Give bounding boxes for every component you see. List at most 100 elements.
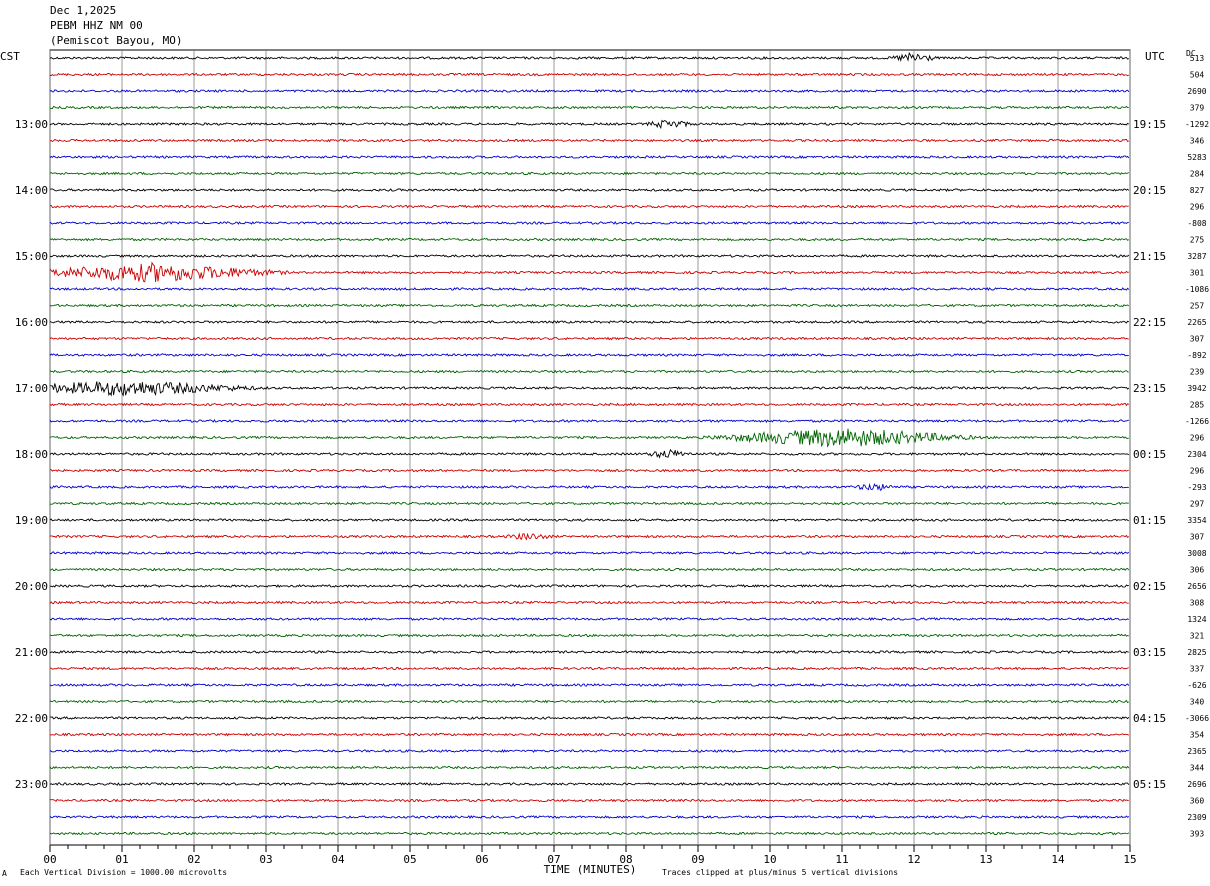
seismic-trace xyxy=(49,171,1130,176)
clip-note: Traces clipped at plus/minus 5 vertical … xyxy=(662,868,899,877)
seismic-trace xyxy=(49,633,1129,638)
dc-offset-label: 1324 xyxy=(1187,615,1206,624)
seismic-trace xyxy=(49,699,1130,704)
utc-hour-label: 04:15 xyxy=(1133,712,1166,725)
plot-frame xyxy=(49,49,1131,846)
seismic-trace xyxy=(50,532,1130,541)
seismic-trace xyxy=(49,617,1129,622)
seismic-trace xyxy=(49,418,1129,423)
x-tick-label: 03 xyxy=(259,853,272,866)
cst-hour-label: 23:00 xyxy=(15,778,48,791)
x-tick-label: 06 xyxy=(475,853,488,866)
dc-offset-label: 297 xyxy=(1190,500,1205,509)
utc-hour-label: 03:15 xyxy=(1133,646,1166,659)
seismic-trace xyxy=(50,72,1129,77)
seismic-trace xyxy=(49,105,1129,110)
utc-axis-label: UTC xyxy=(1145,50,1165,63)
axis-labels: 00 01 02 03 04 05 06 07 08 09 10 11 12 13 14 15 TIME (MI… xyxy=(15,54,1209,876)
seismic-trace xyxy=(49,782,1130,786)
dc-offset-label: 2696 xyxy=(1187,780,1206,789)
dc-offset-label: 2265 xyxy=(1187,318,1206,327)
seismic-trace xyxy=(49,254,1130,258)
x-tick-label: 10 xyxy=(763,853,776,866)
x-tick-label: 01 xyxy=(115,853,128,866)
x-tick-label: 04 xyxy=(331,853,345,866)
seismic-trace xyxy=(49,220,1129,225)
time-grid xyxy=(49,49,1131,852)
station-channel: PEBM HHZ NM 00 xyxy=(50,19,143,32)
dc-offset-label: 346 xyxy=(1190,137,1205,146)
dc-offset-label: 393 xyxy=(1190,830,1205,839)
x-tick-label: 02 xyxy=(187,853,200,866)
dc-offset-label: 3942 xyxy=(1187,384,1206,393)
dc-offset-label: 2656 xyxy=(1187,582,1206,591)
seismic-trace xyxy=(49,287,1130,292)
seismic-trace xyxy=(49,155,1130,159)
seismic-trace xyxy=(49,428,1129,448)
seismic-trace xyxy=(49,320,1130,324)
dc-offset-label: -892 xyxy=(1187,351,1206,360)
x-tick-label: 07 xyxy=(547,853,560,866)
x-tick-label: 00 xyxy=(43,853,56,866)
dc-offset-label: 296 xyxy=(1190,203,1205,212)
seismic-trace xyxy=(49,831,1130,836)
plot-date: Dec 1,2025 xyxy=(50,4,117,17)
utc-hour-label: 20:15 xyxy=(1133,184,1166,197)
seismic-trace xyxy=(49,749,1129,753)
seismic-trace xyxy=(49,716,1130,720)
utc-hour-label: 19:15 xyxy=(1133,118,1166,131)
seismic-trace xyxy=(49,303,1130,308)
x-tick-label: 12 xyxy=(907,853,920,866)
x-tick-label: 13 xyxy=(979,853,992,866)
seismic-trace xyxy=(49,51,1129,63)
seismic-trace xyxy=(49,261,1129,283)
cst-hour-label: 14:00 xyxy=(15,184,48,197)
dc-offset-label: 284 xyxy=(1190,170,1205,179)
cst-hour-label: 18:00 xyxy=(15,448,48,461)
seismic-trace xyxy=(49,381,1130,397)
seismic-trace xyxy=(49,501,1129,506)
cst-hour-label: 21:00 xyxy=(15,646,48,659)
seismic-trace xyxy=(49,353,1129,357)
dc-offset-label: 2309 xyxy=(1187,813,1206,822)
dc-offset-label: 3287 xyxy=(1187,252,1206,261)
cst-hour-label: 22:00 xyxy=(15,712,48,725)
dc-offset-label: 3354 xyxy=(1187,516,1206,525)
seismic-trace xyxy=(49,567,1130,572)
seismic-trace xyxy=(49,448,1130,459)
seismic-trace xyxy=(49,518,1130,522)
cst-hour-label: 15:00 xyxy=(15,250,48,263)
x-tick-label: 14 xyxy=(1051,853,1065,866)
dc-offset-label: 337 xyxy=(1190,665,1205,674)
seismic-trace xyxy=(49,650,1129,654)
dc-offset-label: -626 xyxy=(1187,681,1206,690)
dc-offset-label: -1266 xyxy=(1185,417,1209,426)
dc-offset-label: -1292 xyxy=(1185,120,1209,129)
seismic-trace xyxy=(49,732,1130,737)
dc-offset-label: 340 xyxy=(1190,698,1205,707)
cst-axis-label: CST xyxy=(0,50,20,63)
cst-hour-label: 17:00 xyxy=(15,382,48,395)
dc-offset-label: 296 xyxy=(1190,467,1205,476)
seismic-traces xyxy=(49,51,1130,836)
cst-hour-label: 20:00 xyxy=(15,580,48,593)
utc-hour-label: 00:15 xyxy=(1133,448,1166,461)
x-tick-label: 08 xyxy=(619,853,632,866)
dc-offset-label: 827 xyxy=(1190,186,1205,195)
seismic-trace xyxy=(49,369,1129,374)
dc-offset-label: 285 xyxy=(1190,401,1205,410)
seismic-trace xyxy=(49,402,1130,407)
seismic-trace xyxy=(49,815,1130,820)
dc-offset-label: 2690 xyxy=(1187,87,1206,96)
dc-offset-label: 3008 xyxy=(1187,549,1206,558)
dc-offset-label: 257 xyxy=(1190,302,1205,311)
dc-offset-label: 2825 xyxy=(1187,648,1206,657)
cst-hour-label: 13:00 xyxy=(15,118,48,131)
dc-offset-label: -3066 xyxy=(1185,714,1209,723)
x-axis-title: TIME (MINUTES) xyxy=(544,863,637,876)
seismic-trace xyxy=(49,483,1129,491)
seismic-trace xyxy=(49,600,1129,605)
dc-offset-label: 275 xyxy=(1190,236,1205,245)
dc-offset-label: -1086 xyxy=(1185,285,1209,294)
seismic-trace xyxy=(49,204,1129,209)
